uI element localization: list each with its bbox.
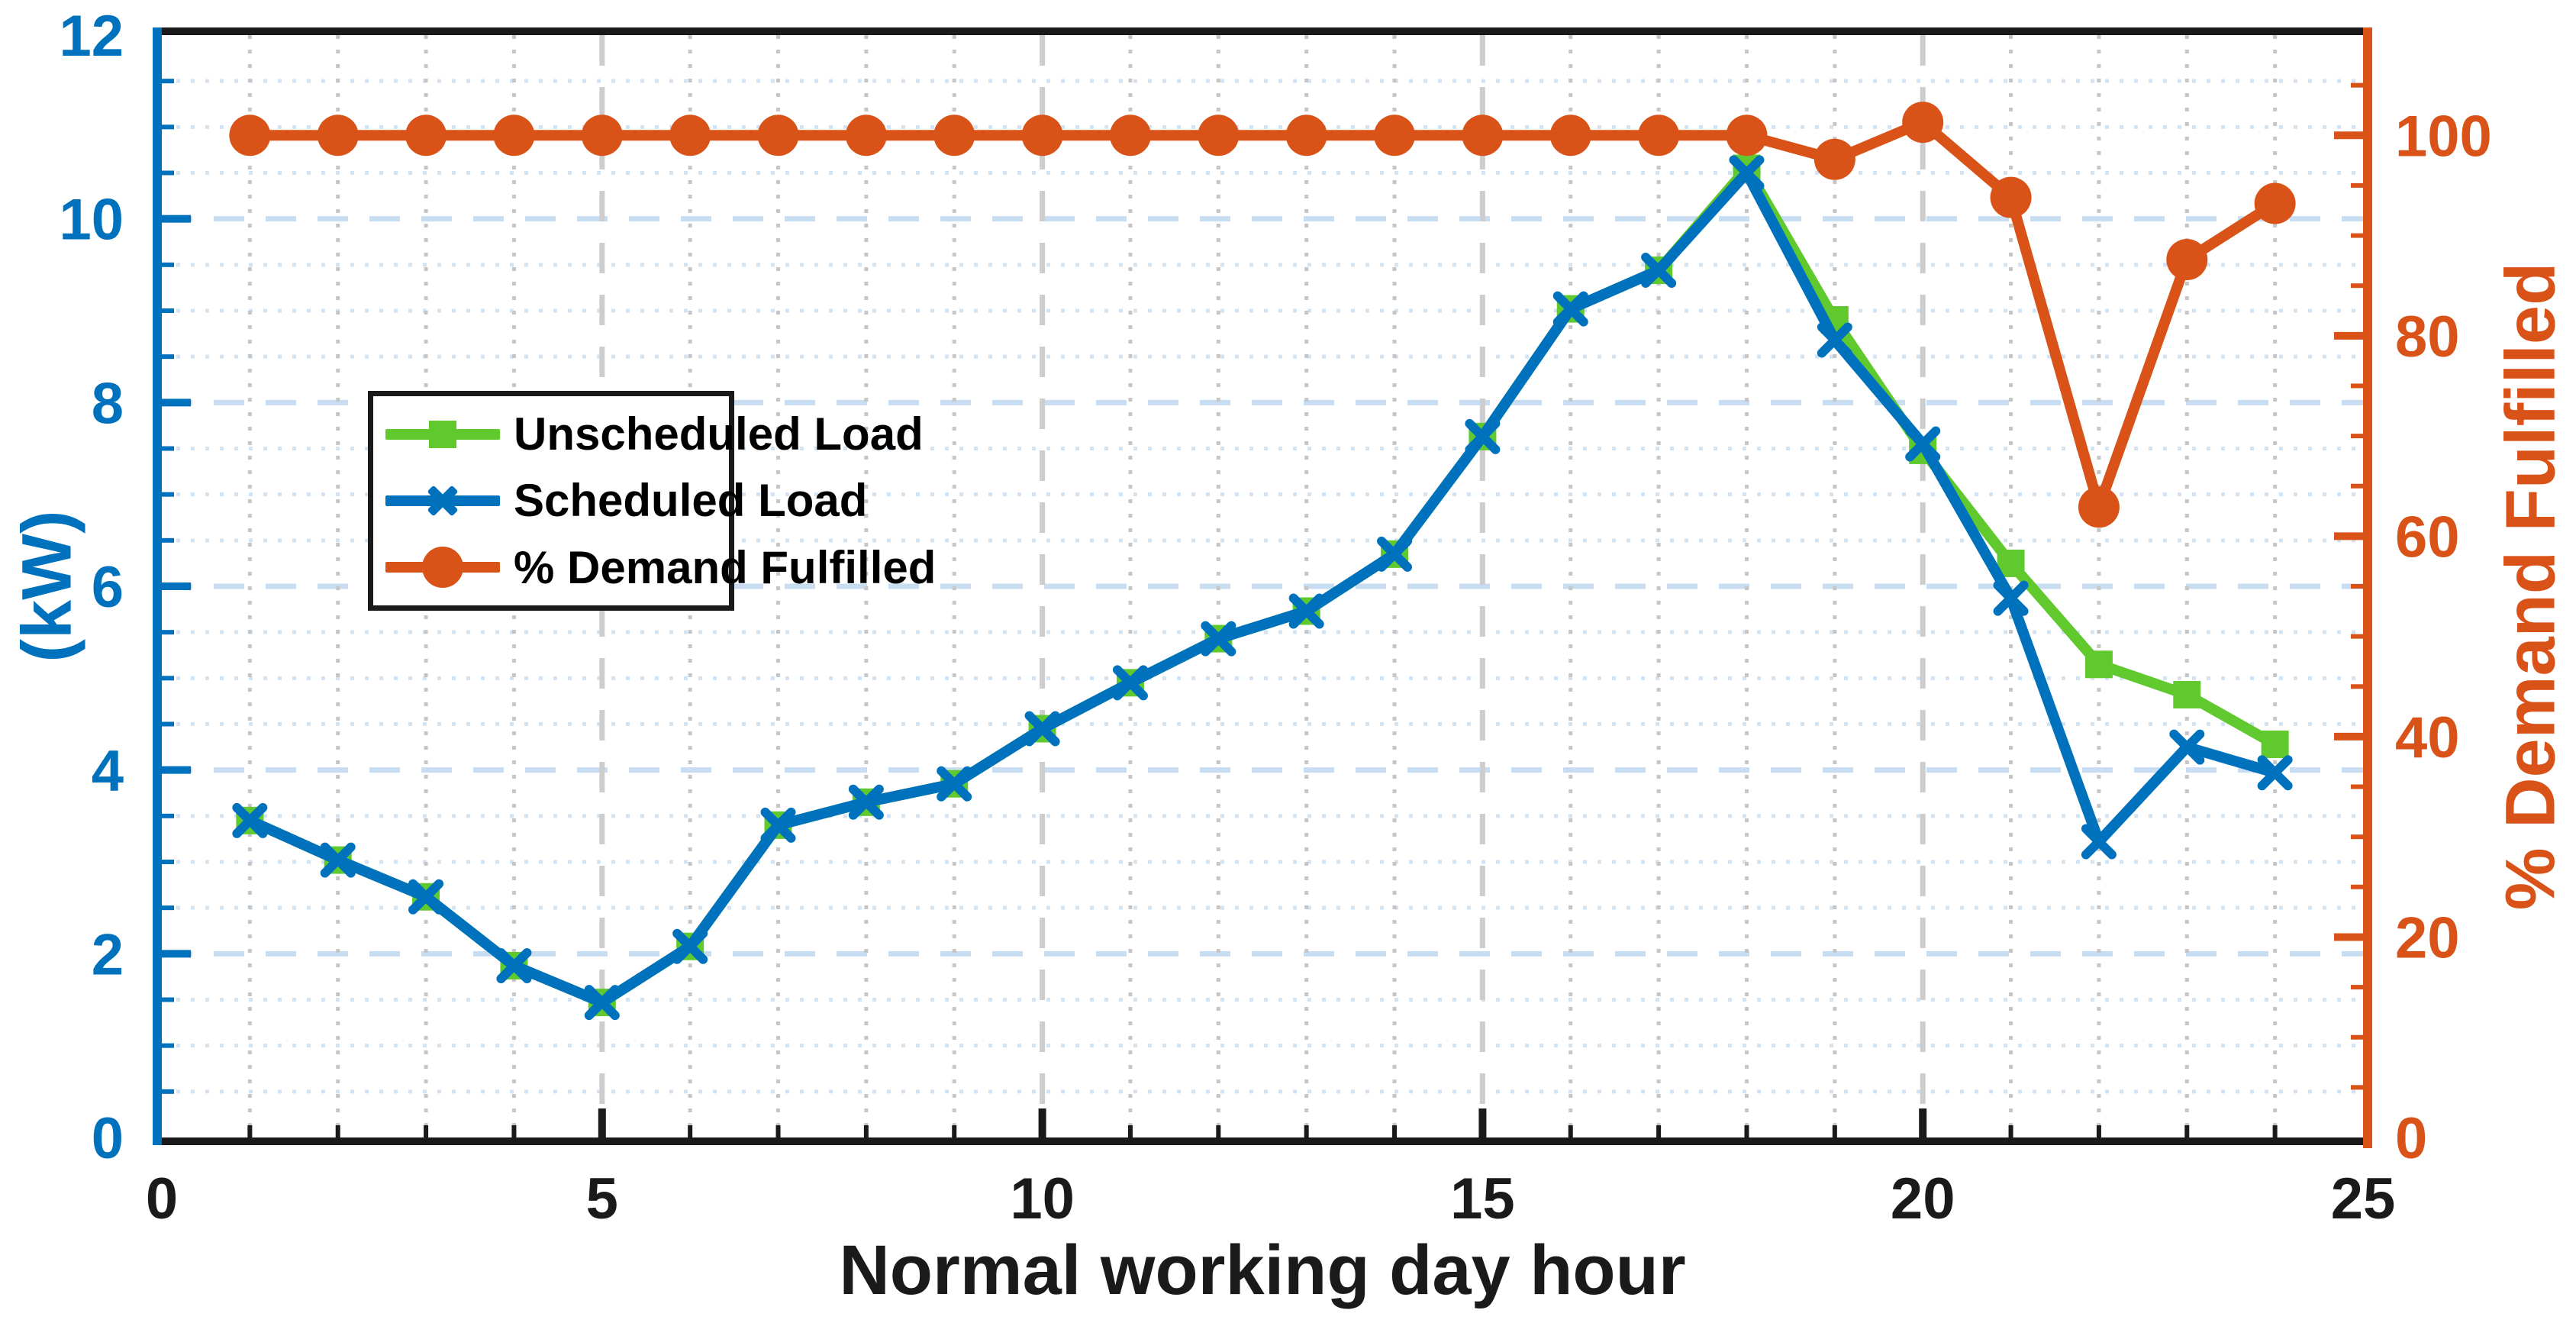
svg-text:6: 6 <box>92 555 124 620</box>
svg-text:4: 4 <box>92 739 124 804</box>
svg-text:12: 12 <box>59 4 124 69</box>
svg-text:20: 20 <box>2395 905 2460 970</box>
left-axis-title: (kW) <box>8 510 86 663</box>
axes <box>153 27 2372 1148</box>
svg-text:60: 60 <box>2395 505 2460 570</box>
svg-text:80: 80 <box>2395 305 2460 369</box>
svg-text:2: 2 <box>92 922 124 987</box>
svg-text:8: 8 <box>92 371 124 436</box>
legend-swatch-scheduled <box>385 495 500 506</box>
right-tick-labels: 0 20 40 60 80 100 <box>2395 104 2492 1171</box>
x-axis-title: Normal working day hour <box>839 1231 1686 1309</box>
svg-text:0: 0 <box>92 1106 124 1171</box>
svg-text:15: 15 <box>1450 1166 1515 1231</box>
svg-text:10: 10 <box>1010 1166 1075 1231</box>
svg-text:10: 10 <box>59 188 124 253</box>
legend-label-demand: % Demand Fulfilled <box>514 541 937 593</box>
svg-text:20: 20 <box>1891 1166 1955 1231</box>
svg-text:0: 0 <box>2395 1106 2427 1171</box>
legend-label-scheduled: Scheduled Load <box>514 475 868 527</box>
svg-text:25: 25 <box>2331 1166 2396 1231</box>
legend-swatch-demand <box>385 547 500 589</box>
right-axis-title: % Demand Fulfilled <box>2491 262 2570 911</box>
svg-text:0: 0 <box>146 1166 178 1231</box>
square-marker-icon <box>429 420 456 448</box>
legend-item-unscheduled-load: Unscheduled Load <box>385 402 924 466</box>
legend: Unscheduled Load Scheduled Load % Demand… <box>368 391 936 611</box>
circle-marker-icon <box>422 547 463 589</box>
x-marker-icon <box>421 479 464 522</box>
legend-swatch-unscheduled <box>385 420 500 448</box>
legend-item-demand-fulfilled: % Demand Fulfilled <box>385 535 936 599</box>
svg-text:5: 5 <box>586 1166 618 1231</box>
svg-text:40: 40 <box>2395 705 2460 770</box>
legend-item-scheduled-load: Scheduled Load <box>385 469 867 533</box>
series-demand-fulfilled <box>229 102 2296 528</box>
x-tick-labels: 0 5 10 15 20 25 <box>146 1166 2395 1231</box>
left-tick-labels: 0 2 4 6 8 10 12 <box>59 4 124 1171</box>
svg-text:100: 100 <box>2395 104 2492 169</box>
series-scheduled-load <box>232 155 2293 1021</box>
legend-label-unscheduled: Unscheduled Load <box>514 408 924 460</box>
